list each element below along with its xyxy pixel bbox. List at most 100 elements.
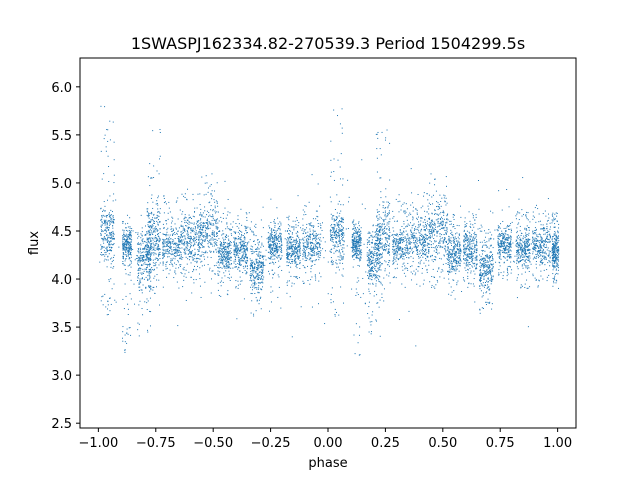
- data-point: [316, 238, 318, 240]
- data-point: [252, 252, 254, 254]
- data-point: [166, 241, 168, 243]
- data-point: [304, 251, 306, 253]
- data-point: [206, 228, 208, 230]
- data-point: [210, 192, 212, 194]
- data-point: [150, 239, 152, 241]
- data-point: [191, 251, 193, 253]
- data-point: [341, 108, 343, 110]
- data-point: [210, 242, 212, 244]
- data-point: [162, 254, 164, 256]
- data-point: [355, 288, 357, 290]
- data-point: [384, 232, 386, 234]
- data-point: [123, 234, 125, 236]
- data-point: [157, 197, 159, 199]
- data-point: [353, 259, 355, 261]
- data-point: [162, 264, 164, 266]
- data-point: [164, 241, 166, 243]
- data-point: [214, 238, 216, 240]
- data-point: [311, 255, 313, 257]
- data-point: [376, 229, 377, 231]
- data-point: [371, 241, 373, 243]
- data-point: [163, 234, 165, 236]
- data-point: [393, 257, 395, 259]
- data-point: [424, 229, 426, 231]
- data-point: [107, 236, 109, 238]
- data-point: [145, 255, 147, 257]
- data-point: [422, 246, 424, 248]
- data-point: [103, 260, 105, 262]
- data-point: [130, 246, 132, 248]
- data-point: [194, 228, 196, 230]
- data-point: [170, 226, 172, 228]
- data-point: [174, 238, 176, 240]
- data-point: [295, 265, 297, 267]
- data-point: [335, 259, 337, 261]
- data-point: [170, 261, 172, 263]
- data-point: [153, 230, 155, 232]
- data-point: [250, 265, 252, 267]
- data-point: [217, 235, 219, 237]
- data-point: [237, 253, 239, 255]
- data-point: [162, 239, 164, 241]
- data-point: [257, 275, 259, 277]
- data-point: [245, 226, 247, 228]
- data-point: [204, 240, 206, 242]
- data-point: [130, 247, 132, 249]
- data-point: [193, 269, 195, 271]
- data-point: [228, 246, 230, 248]
- data-point: [317, 242, 319, 244]
- data-point: [140, 264, 142, 266]
- data-point: [377, 230, 379, 232]
- data-point: [137, 250, 139, 252]
- data-point: [388, 201, 390, 203]
- data-point: [376, 264, 378, 266]
- data-point: [223, 243, 225, 245]
- data-point: [377, 302, 379, 304]
- data-point: [353, 238, 355, 240]
- data-point: [168, 236, 170, 238]
- data-point: [398, 248, 400, 250]
- data-point: [434, 178, 436, 180]
- data-point: [439, 245, 441, 247]
- data-point: [353, 245, 355, 247]
- data-point: [339, 240, 341, 242]
- data-point: [193, 254, 195, 256]
- data-point: [150, 220, 152, 222]
- data-point: [296, 252, 298, 254]
- data-point: [413, 242, 415, 244]
- data-point: [295, 249, 297, 251]
- data-point: [392, 260, 394, 262]
- data-point: [410, 213, 412, 215]
- data-point: [256, 253, 258, 255]
- data-point: [274, 254, 276, 256]
- data-point: [319, 246, 321, 248]
- data-point: [368, 265, 370, 267]
- data-point: [380, 154, 382, 156]
- data-point: [207, 235, 209, 237]
- data-point: [110, 243, 112, 245]
- data-point: [197, 243, 199, 245]
- data-point: [260, 265, 262, 267]
- data-point: [331, 218, 333, 220]
- data-point: [312, 239, 314, 241]
- data-point: [374, 290, 376, 292]
- data-point: [260, 296, 262, 298]
- data-point: [330, 238, 332, 240]
- data-point: [275, 253, 277, 255]
- data-point: [280, 239, 282, 241]
- data-point: [261, 272, 263, 274]
- data-point: [408, 239, 410, 241]
- data-point: [205, 193, 207, 195]
- data-point: [334, 245, 336, 247]
- data-point: [289, 248, 291, 250]
- data-point: [402, 242, 404, 244]
- data-point: [289, 237, 291, 239]
- data-point: [377, 257, 379, 259]
- data-point: [356, 246, 358, 248]
- data-point: [333, 229, 335, 231]
- data-point: [139, 280, 141, 282]
- data-point: [235, 250, 237, 252]
- data-point: [237, 266, 239, 268]
- data-point: [206, 219, 208, 221]
- data-point: [246, 213, 248, 215]
